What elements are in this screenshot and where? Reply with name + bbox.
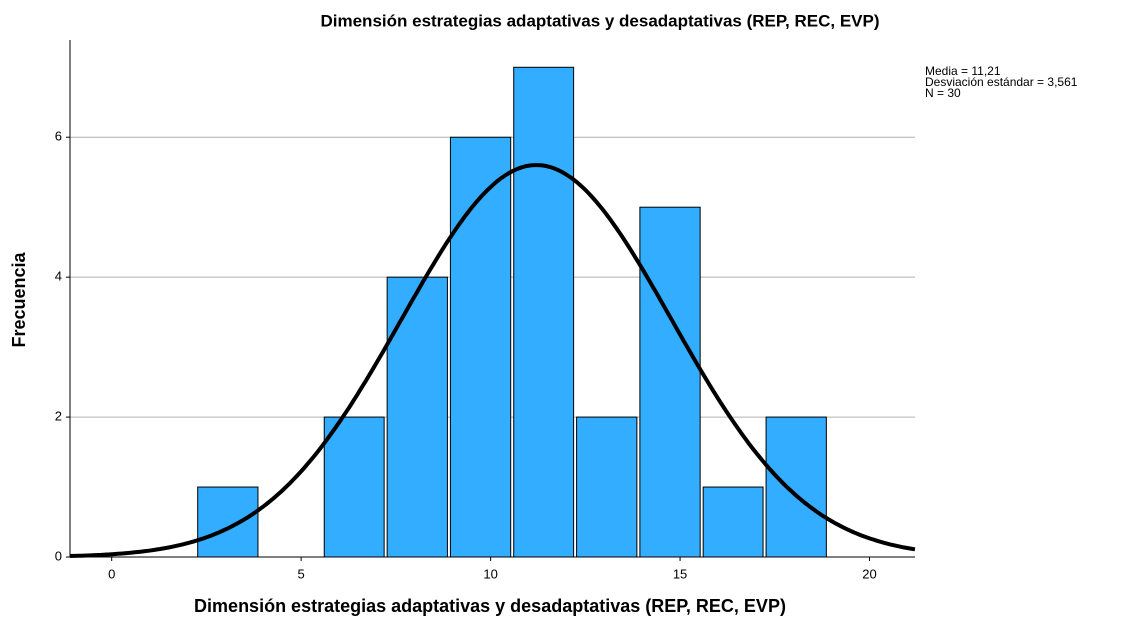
y-tick-label: 4 (55, 269, 62, 284)
x-axis-label: Dimensión estrategias adaptativas y desa… (194, 596, 786, 616)
y-tick-label: 6 (55, 129, 62, 144)
bar (197, 486, 259, 558)
stat-label: Desviación estándar = 3,561 (925, 75, 1078, 89)
bar (323, 416, 385, 558)
y-tick-label: 0 (55, 548, 62, 563)
bar (576, 416, 638, 558)
bar (386, 276, 448, 558)
x-tick-label: 5 (298, 566, 305, 581)
bar (513, 66, 575, 558)
x-tick-label: 0 (108, 566, 115, 581)
normal-curve (69, 163, 916, 558)
bar (449, 136, 512, 558)
chart-title: Dimensión estrategias adaptativas y desa… (320, 11, 879, 30)
x-tick-label: 20 (862, 566, 876, 581)
bar (702, 486, 764, 558)
y-tick-label: 2 (55, 409, 62, 424)
bar (639, 206, 701, 558)
y-axis-label: Frecuencia (9, 251, 29, 347)
stat-label: Media = 11,21 (925, 64, 1001, 78)
bar (765, 416, 827, 558)
x-tick-label: 10 (483, 566, 497, 581)
x-tick-label: 15 (673, 566, 687, 581)
stat-label: N = 30 (925, 86, 961, 100)
